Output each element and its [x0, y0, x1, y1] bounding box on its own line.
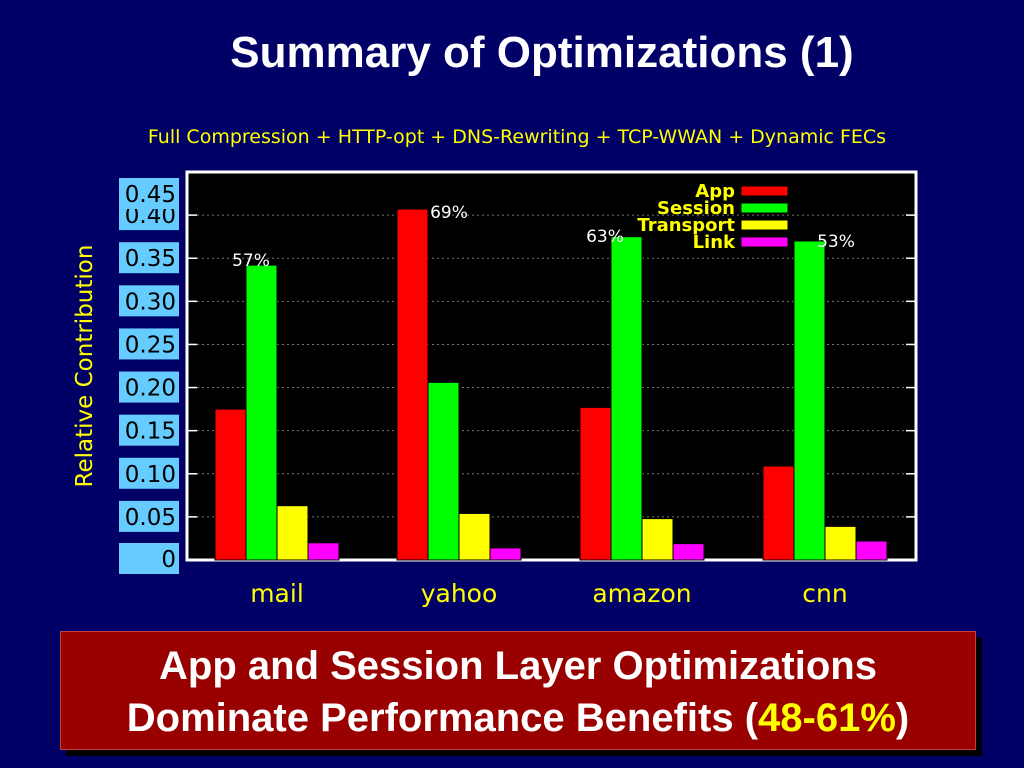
y-tick-label: 0.30 — [125, 289, 176, 315]
conclusion-banner: App and Session Layer Optimizations Domi… — [60, 631, 976, 750]
y-tick-box — [119, 500, 179, 532]
bar-chart: 00.050.100.150.200.250.300.350.400.45 57… — [72, 170, 918, 608]
bar-link-amazon — [672, 543, 705, 561]
banner-line-2-suffix: ) — [895, 696, 910, 740]
legend-swatch-link — [740, 236, 789, 248]
bar-link-mail — [307, 542, 340, 561]
bar-app-cnn — [762, 465, 795, 561]
bar-transport-cnn — [824, 525, 857, 561]
banner-line-2: Dominate Performance Benefits (48-61%) — [61, 692, 975, 744]
banner-line-2-prefix: Dominate Performance Benefits ( — [126, 696, 759, 740]
y-tick-label: 0.35 — [125, 246, 176, 272]
x-category-label: mail — [250, 579, 304, 608]
y-tick-box — [119, 457, 179, 489]
y-tick-label: 0.10 — [125, 462, 176, 488]
legend-swatch-session — [740, 202, 789, 214]
bar-transport-mail — [276, 505, 309, 561]
percentage-annotation: 53% — [817, 232, 855, 252]
bar-link-cnn — [855, 540, 888, 561]
y-tick-box — [119, 178, 179, 209]
legend-label-link: Link — [693, 232, 736, 253]
legend-swatch-app — [740, 185, 789, 197]
percentage-annotation: 63% — [586, 227, 624, 247]
y-tick-box — [119, 285, 179, 317]
bar-session-mail — [245, 264, 278, 561]
y-tick-box — [119, 543, 179, 574]
bar-session-cnn — [793, 240, 826, 561]
x-category-label: amazon — [592, 579, 691, 608]
y-tick-box — [119, 328, 179, 360]
y-tick-label: 0.45 — [125, 182, 176, 208]
y-tick-label: 0.20 — [125, 376, 176, 402]
y-tick-label: 0 — [161, 547, 176, 573]
bar-link-yahoo — [489, 547, 522, 561]
x-category-label: yahoo — [421, 579, 498, 608]
legend-label-app: App — [695, 181, 735, 202]
banner-line-1: App and Session Layer Optimizations — [159, 644, 877, 688]
bar-transport-amazon — [641, 518, 674, 561]
bar-session-amazon — [610, 236, 643, 561]
bar-transport-yahoo — [458, 512, 491, 561]
y-tick-box — [119, 414, 179, 446]
legend-label-session: Session — [657, 198, 735, 219]
x-category-label: cnn — [802, 579, 847, 608]
y-tick-label: 0.25 — [125, 332, 176, 358]
y-tick-label: 0.05 — [125, 505, 176, 531]
y-tick-box — [119, 371, 179, 403]
y-tick-label: 0.15 — [125, 419, 176, 445]
y-tick-box — [119, 242, 179, 274]
slide-title: Summary of Optimizations (1) — [230, 28, 854, 77]
chart-subtitle: Full Compression + HTTP-opt + DNS-Rewrit… — [147, 126, 887, 148]
bar-app-yahoo — [396, 208, 429, 561]
percentage-annotation: 69% — [430, 203, 468, 223]
y-axis-label: Relative Contribution — [72, 245, 98, 488]
banner-highlight: 48-61% — [758, 696, 896, 740]
percentage-annotation: 57% — [232, 251, 270, 271]
bar-app-mail — [214, 408, 247, 561]
legend-swatch-transport — [740, 219, 789, 231]
bar-session-yahoo — [427, 381, 460, 561]
legend-label-transport: Transport — [637, 215, 735, 236]
bar-app-amazon — [579, 406, 612, 561]
